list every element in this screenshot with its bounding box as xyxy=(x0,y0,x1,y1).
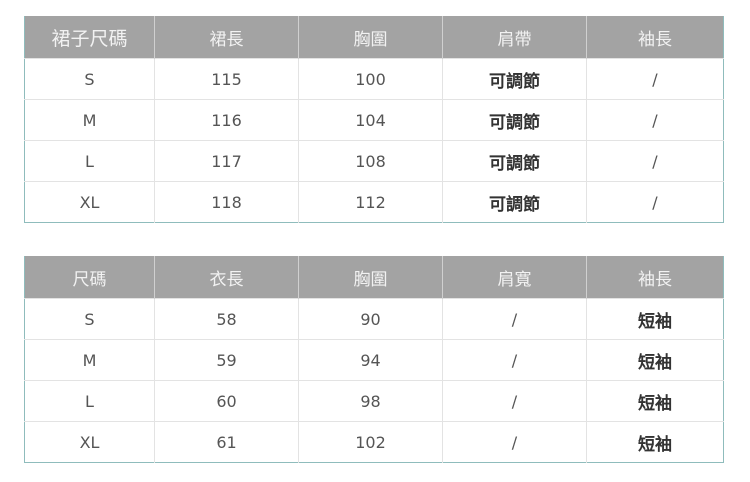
column-header: 衣長 xyxy=(154,256,299,299)
table-cell: / xyxy=(586,181,724,223)
table-cell: 61 xyxy=(154,421,299,463)
table-cell: 可調節 xyxy=(442,58,587,100)
table-cell: 60 xyxy=(154,380,299,422)
table-cell: L xyxy=(24,140,155,182)
table-cell: L xyxy=(24,380,155,422)
table-cell: / xyxy=(442,298,587,340)
table-cell: 108 xyxy=(298,140,443,182)
header-row: 裙子尺碼 裙長 胸圍 肩帶 袖長 xyxy=(24,16,724,59)
table-row: L 60 98/短袖 xyxy=(24,380,724,422)
column-header: 尺碼 xyxy=(24,256,155,299)
column-header: 裙長 xyxy=(154,16,299,59)
table-row: S 115 100 可調節 / xyxy=(24,58,724,100)
header-row: 尺碼 衣長 胸圍 肩寬 袖長 xyxy=(24,256,724,299)
column-header: 袖長 xyxy=(586,256,724,299)
column-header: 肩寬 xyxy=(442,256,587,299)
table-cell: 59 xyxy=(154,339,299,381)
skirt-size-table: 裙子尺碼 裙長 胸圍 肩帶 袖長 S 115 100 可調節 / M 116 104 可調節 / L 117 1… xyxy=(24,16,724,223)
table-cell: M xyxy=(24,99,155,141)
table-cell: 100 xyxy=(298,58,443,100)
table-cell: 98 xyxy=(298,380,443,422)
table-cell: 可調節 xyxy=(442,99,587,141)
table-row: M 59 94/短袖 xyxy=(24,339,724,381)
table-cell: 90 xyxy=(298,298,443,340)
table-cell: 可調節 xyxy=(442,181,587,223)
table-cell: 短袖 xyxy=(586,339,724,381)
table-cell: 102 xyxy=(298,421,443,463)
table-cell: / xyxy=(442,421,587,463)
table-cell: 94 xyxy=(298,339,443,381)
table-cell: / xyxy=(586,58,724,100)
table-cell: / xyxy=(586,99,724,141)
table-cell: 112 xyxy=(298,181,443,223)
table-cell: / xyxy=(442,339,587,381)
table-cell: 58 xyxy=(154,298,299,340)
table-cell: S xyxy=(24,58,155,100)
table-row: L 117 108 可調節 / xyxy=(24,140,724,182)
table-cell: 可調節 xyxy=(442,140,587,182)
table-row: M 116 104 可調節 / xyxy=(24,99,724,141)
column-header: 胸圍 xyxy=(298,16,443,59)
table-cell: M xyxy=(24,339,155,381)
column-header: 袖長 xyxy=(586,16,724,59)
table-cell: / xyxy=(586,140,724,182)
table-cell: 短袖 xyxy=(586,298,724,340)
table-cell: S xyxy=(24,298,155,340)
table-cell: 115 xyxy=(154,58,299,100)
table-cell: XL xyxy=(24,181,155,223)
column-header: 肩帶 xyxy=(442,16,587,59)
table-row: S 58 90/短袖 xyxy=(24,298,724,340)
table-cell: 118 xyxy=(154,181,299,223)
table-cell: 短袖 xyxy=(586,421,724,463)
table-cell: XL xyxy=(24,421,155,463)
table-cell: / xyxy=(442,380,587,422)
table-cell: 短袖 xyxy=(586,380,724,422)
column-header: 胸圍 xyxy=(298,256,443,299)
table-cell: 117 xyxy=(154,140,299,182)
top-size-table: 尺碼 衣長 胸圍 肩寬 袖長 S 58 90/短袖 M 59 94/短袖 L 60 98/短袖 XL 61 1… xyxy=(24,256,724,463)
table-row: XL 118 112 可調節 / xyxy=(24,181,724,223)
table-cell: 104 xyxy=(298,99,443,141)
column-header: 裙子尺碼 xyxy=(24,16,155,59)
table-row: XL 61 102/短袖 xyxy=(24,421,724,463)
table-cell: 116 xyxy=(154,99,299,141)
